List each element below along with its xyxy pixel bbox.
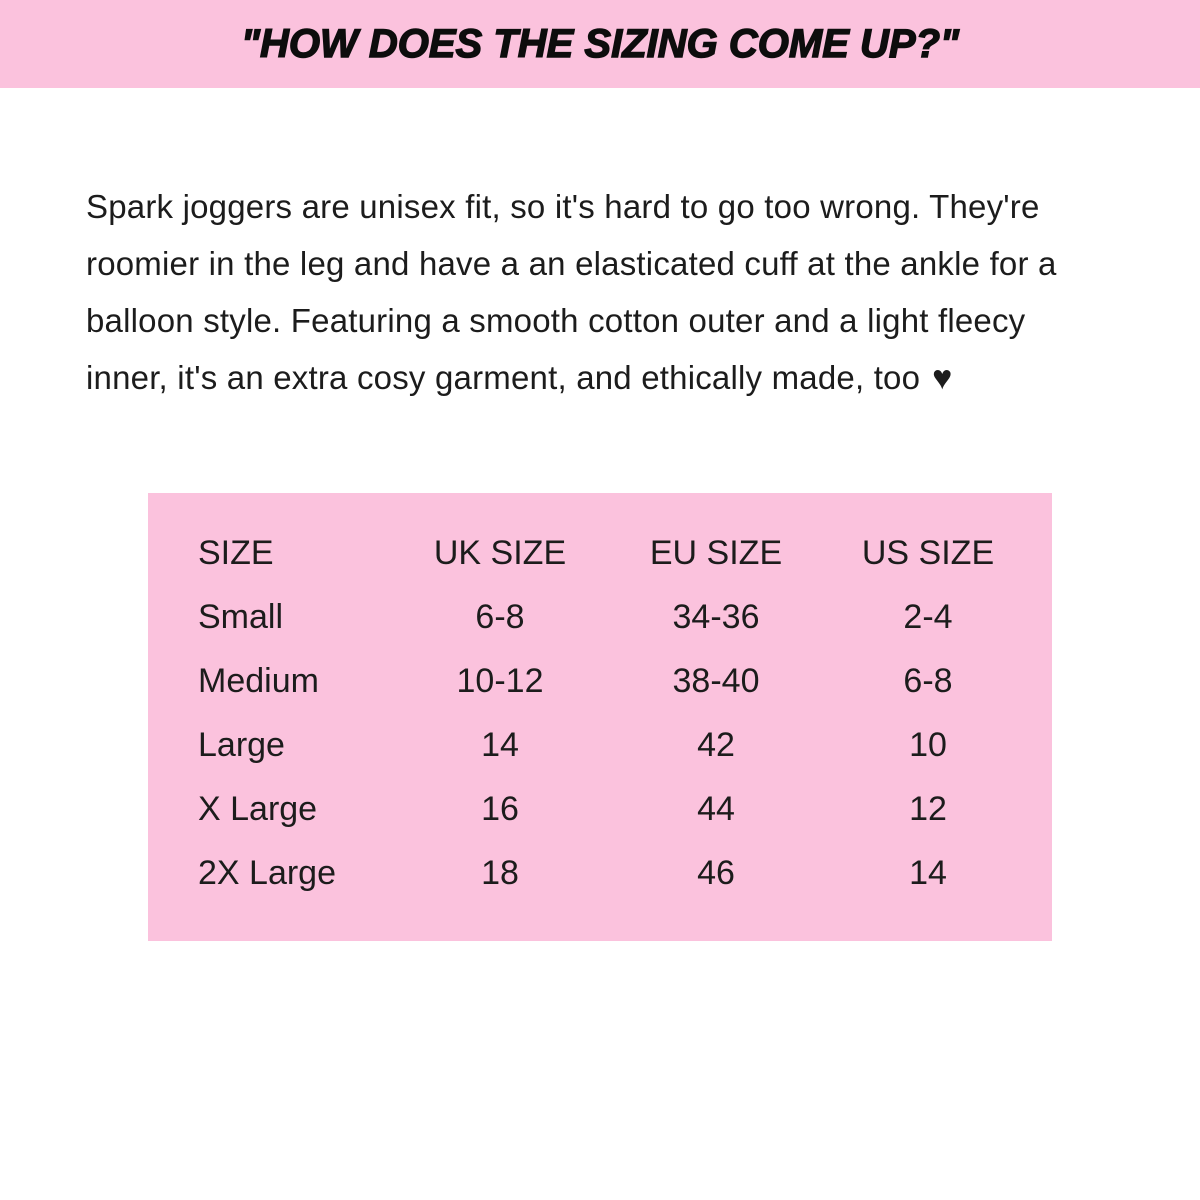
- table-row: Medium 10-12 38-40 6-8: [148, 649, 1052, 713]
- us-size-cell: 14: [909, 853, 947, 892]
- table-row: X Large 16 44 12: [148, 777, 1052, 841]
- table-row: Small 6-8 34-36 2-4: [148, 585, 1052, 649]
- paragraph-line: roomier in the leg and have a an elastic…: [86, 245, 1057, 282]
- uk-size-cell: 6-8: [475, 597, 525, 636]
- table-row: Large 14 42 10: [148, 713, 1052, 777]
- paragraph-line: inner, it's an extra cosy garment, and e…: [86, 349, 1146, 407]
- column-header-us-size: US SIZE: [861, 533, 995, 572]
- eu-size-cell: 42: [697, 725, 735, 764]
- table-row: 2X Large 18 46 14: [148, 841, 1052, 905]
- column-header-eu-size: EU SIZE: [649, 533, 783, 572]
- uk-size-cell: 10-12: [456, 661, 544, 700]
- size-cell: 2X Large: [198, 853, 336, 892]
- size-chart-table: SIZE UK SIZE EU SIZE US SIZE Small 6-8 3…: [148, 493, 1052, 941]
- page-title: "HOW DOES THE SIZING COME UP?": [240, 21, 959, 66]
- size-cell: Medium: [198, 661, 319, 700]
- uk-size-cell: 16: [481, 789, 519, 828]
- us-size-cell: 2-4: [903, 597, 953, 636]
- header-banner: "HOW DOES THE SIZING COME UP?": [0, 0, 1200, 88]
- uk-size-cell: 14: [481, 725, 519, 764]
- heart-icon: ♥: [932, 359, 953, 397]
- us-size-cell: 12: [909, 789, 947, 828]
- column-header-size: SIZE: [198, 533, 274, 572]
- eu-size-cell: 34-36: [672, 597, 760, 636]
- description-paragraph: Spark joggers are unisex fit, so it's ha…: [86, 178, 1146, 407]
- size-cell: Small: [198, 597, 284, 636]
- eu-size-cell: 46: [697, 853, 735, 892]
- size-cell: Large: [198, 725, 285, 764]
- size-cell: X Large: [198, 789, 318, 828]
- paragraph-line: balloon style. Featuring a smooth cotton…: [86, 302, 1026, 339]
- eu-size-cell: 44: [697, 789, 735, 828]
- eu-size-cell: 38-40: [672, 661, 760, 700]
- us-size-cell: 6-8: [903, 661, 953, 700]
- us-size-cell: 10: [909, 725, 947, 764]
- paragraph-line: Spark joggers are unisex fit, so it's ha…: [86, 188, 1040, 225]
- column-header-uk-size: UK SIZE: [433, 533, 567, 572]
- table-header-row: SIZE UK SIZE EU SIZE US SIZE: [148, 521, 1052, 585]
- paragraph-line-text: inner, it's an extra cosy garment, and e…: [86, 359, 921, 396]
- uk-size-cell: 18: [481, 853, 519, 892]
